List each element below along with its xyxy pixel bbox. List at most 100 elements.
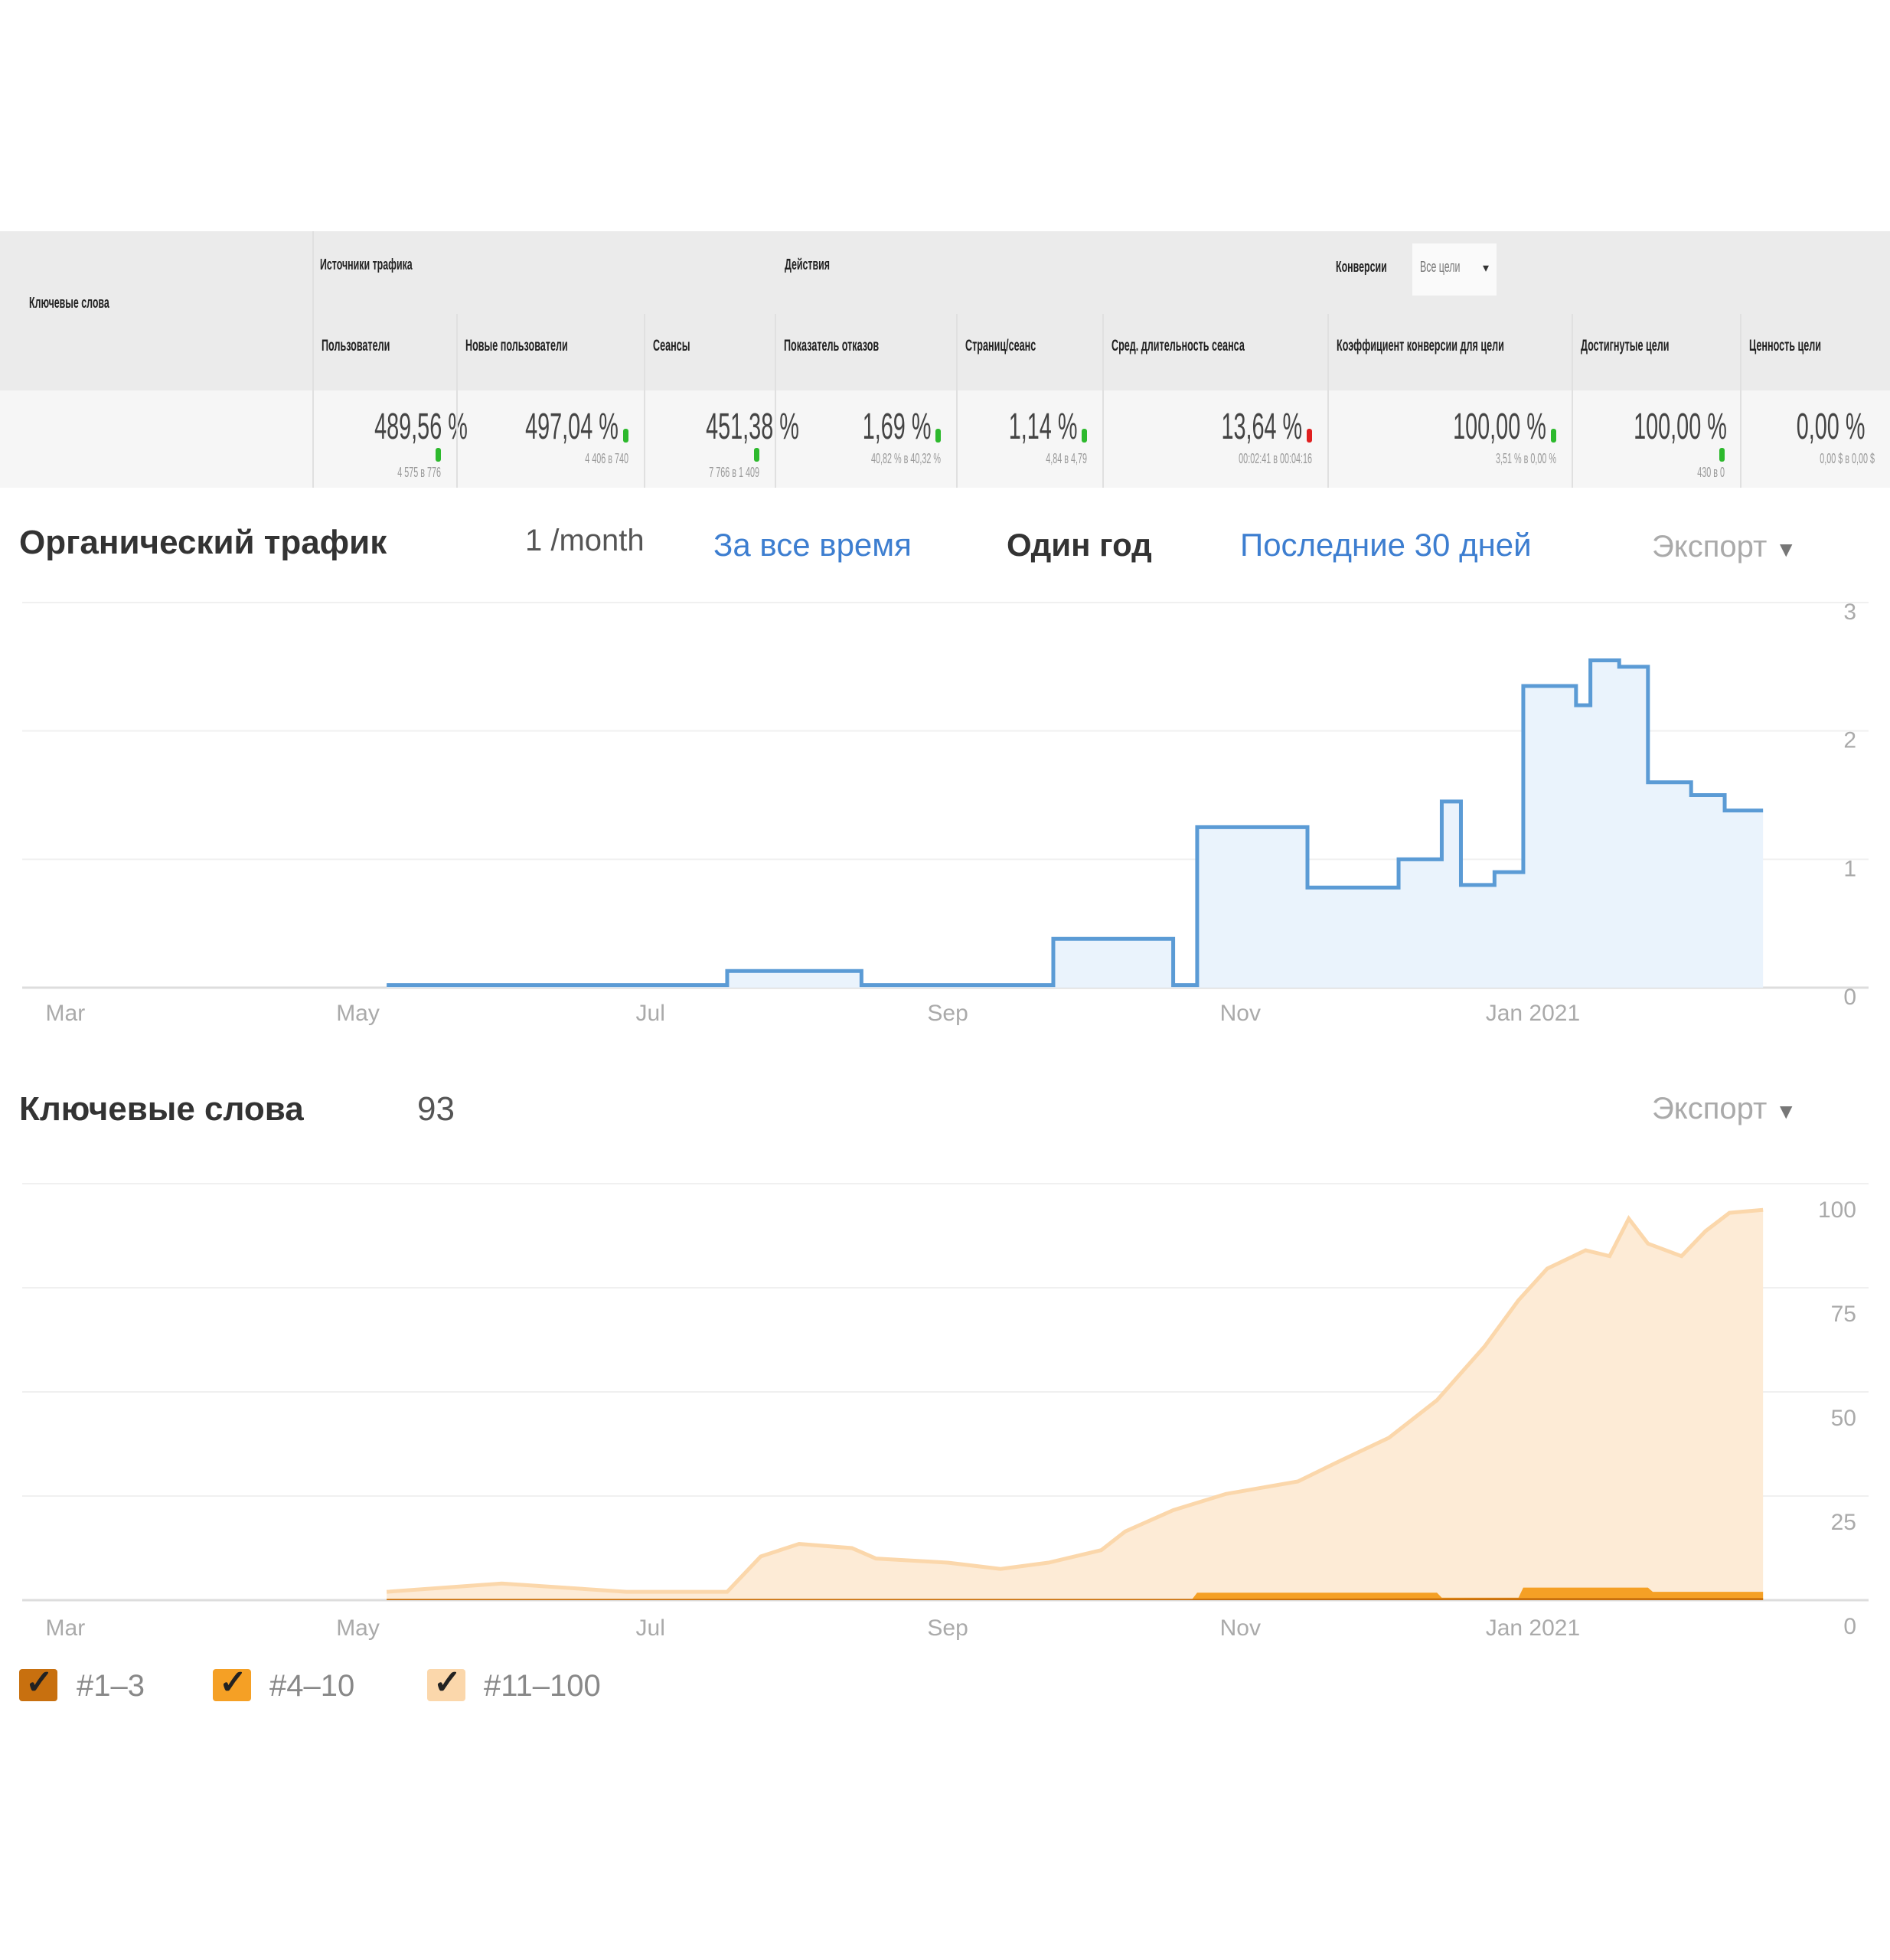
legend-checkbox-11-100[interactable]: ✓ [427,1664,465,1701]
metric-comparison: 4,84 в 4,79 [1046,451,1087,466]
trend-up-icon [935,428,941,443]
metric-cell: 100,00 % 430 в 0 [1572,406,1740,482]
trend-up-icon [1719,448,1725,462]
group-conversions: Конверсии [1336,259,1387,276]
x-tick-label: Jul [636,1615,665,1641]
metric-cell: 489,56 % 4 575 в 776 [312,406,468,482]
y-tick-label: 1 [1843,856,1856,881]
series-11-100-area [387,1210,1764,1600]
x-tick-label: May [336,1615,380,1641]
chevron-down-icon: ▼ [1775,537,1797,561]
column-header[interactable]: Пользователи [322,337,390,354]
column-divider [1740,314,1741,488]
export-label: Экспорт [1652,1092,1768,1125]
column-divider [1327,314,1329,488]
column-divider [312,231,314,488]
x-tick-label: Mar [46,1001,86,1026]
column-header[interactable]: Страниц/сеанс [965,337,1036,354]
x-tick-label: Jan 2021 [1486,1001,1580,1026]
metric-comparison: 40,82 % в 40,32 % [870,451,941,466]
y-tick-label: 25 [1831,1510,1856,1535]
legend-label-11-100: #11–100 [484,1669,601,1703]
trend-down-icon [1307,428,1312,443]
y-tick-label: 0 [1843,985,1856,1010]
traffic-export-button[interactable]: Экспорт ▼ [1652,530,1797,564]
metric-value: 451,38 % [706,407,799,447]
metric-comparison: 430 в 0 [1697,465,1725,481]
check-icon: ✓ [433,1664,462,1701]
column-header[interactable]: Ценность цели [1749,337,1822,354]
column-divider [1102,314,1104,488]
y-tick-label: 0 [1843,1614,1856,1639]
x-tick-label: Sep [927,1615,968,1641]
column-header[interactable]: Сред. длительность сеанса [1111,337,1245,354]
metric-cell: 451,38 % 7 766 в 1 409 [644,406,799,482]
series-11-100-line [386,1207,1764,1594]
legend-checkbox-4-10[interactable]: ✓ [213,1664,251,1701]
range-all-time[interactable]: За все время [713,527,912,563]
col-header-keywords[interactable]: Ключевые слова [29,295,109,312]
x-tick-label: Nov [1220,1001,1261,1026]
metric-value: 0,00 % [1796,407,1865,447]
series-4-10-area [387,1587,1764,1600]
column-header[interactable]: Достигнутые цели [1581,337,1670,354]
y-tick-label: 75 [1831,1302,1856,1327]
keywords-title: Ключевые слова [19,1090,304,1128]
trend-up-icon [436,448,441,462]
x-tick-label: May [336,1001,380,1026]
traffic-value: 1 /month [525,524,645,557]
export-label: Экспорт [1652,530,1768,564]
column-header[interactable]: Коэффициент конверсии для цели [1337,337,1504,354]
metric-cell: 0,00 % 0,00 $ в 0,00 $ [1740,406,1890,482]
trend-up-icon [1551,428,1556,443]
y-tick-label: 3 [1843,599,1856,625]
metric-comparison: 00:02:41 в 00:04:16 [1239,451,1312,466]
x-tick-label: Jul [636,1001,665,1026]
metric-comparison: 0,00 $ в 0,00 $ [1820,451,1875,466]
metric-value: 1,14 % [1008,407,1077,447]
check-icon: ✓ [219,1664,247,1701]
y-tick-label: 50 [1831,1406,1856,1431]
metric-cell: 13,64 % 00:02:41 в 00:04:16 [1102,406,1327,482]
column-divider [644,314,645,488]
group-traffic-sources: Источники трафика [320,256,413,273]
metric-value: 1,69 % [862,407,931,447]
metric-value: 489,56 % [374,407,468,447]
legend-label-4-10: #4–10 [269,1669,355,1703]
legend-checkbox-1-3[interactable]: ✓ [19,1664,57,1701]
traffic-title: Органический трафик [19,524,387,561]
metric-value: 100,00 % [1453,407,1546,447]
column-header[interactable]: Показатель отказов [784,337,880,354]
x-tick-label: Jan 2021 [1486,1615,1580,1641]
keywords-export-button[interactable]: Экспорт ▼ [1652,1092,1797,1126]
column-divider [775,314,776,488]
trend-up-icon [1082,428,1087,443]
goal-select[interactable]: Все цели ▾ [1412,243,1497,296]
group-actions: Действия [785,256,830,273]
metric-comparison: 7 766 в 1 409 [709,465,759,481]
legend-label-1-3: #1–3 [77,1669,145,1703]
metric-cell: 1,69 % 40,82 % в 40,32 % [775,406,956,482]
column-header[interactable]: Новые пользователи [465,337,568,354]
column-header[interactable]: Сеансы [653,337,690,354]
trend-up-icon [754,448,759,462]
metric-value: 497,04 % [525,407,619,447]
column-divider [456,314,458,488]
metric-comparison: 4 575 в 776 [397,465,441,481]
column-divider [1572,314,1573,488]
metrics-table-row [0,390,1890,488]
keywords-chart: 0 25 50 75 100 Mar May Jul Sep Nov Jan 2021 [22,1183,1869,1641]
traffic-chart: 0 1 2 3 Mar May Jul Sep Nov Jan 2021 [22,599,1869,1026]
metric-comparison: 4 406 в 740 [585,451,628,466]
range-one-year[interactable]: Один год [1007,527,1152,563]
trend-up-icon [623,428,628,443]
metric-comparison: 3,51 % в 0,00 % [1496,451,1556,466]
x-tick-label: Mar [46,1615,86,1641]
metric-value: 13,64 % [1221,407,1302,447]
y-tick-label: 2 [1843,728,1856,753]
range-last-30-days[interactable]: Последние 30 дней [1240,527,1532,563]
y-tick-label: 100 [1818,1197,1856,1223]
x-tick-label: Sep [927,1001,968,1026]
x-tick-label: Nov [1220,1615,1261,1641]
traffic-line [387,658,1764,988]
